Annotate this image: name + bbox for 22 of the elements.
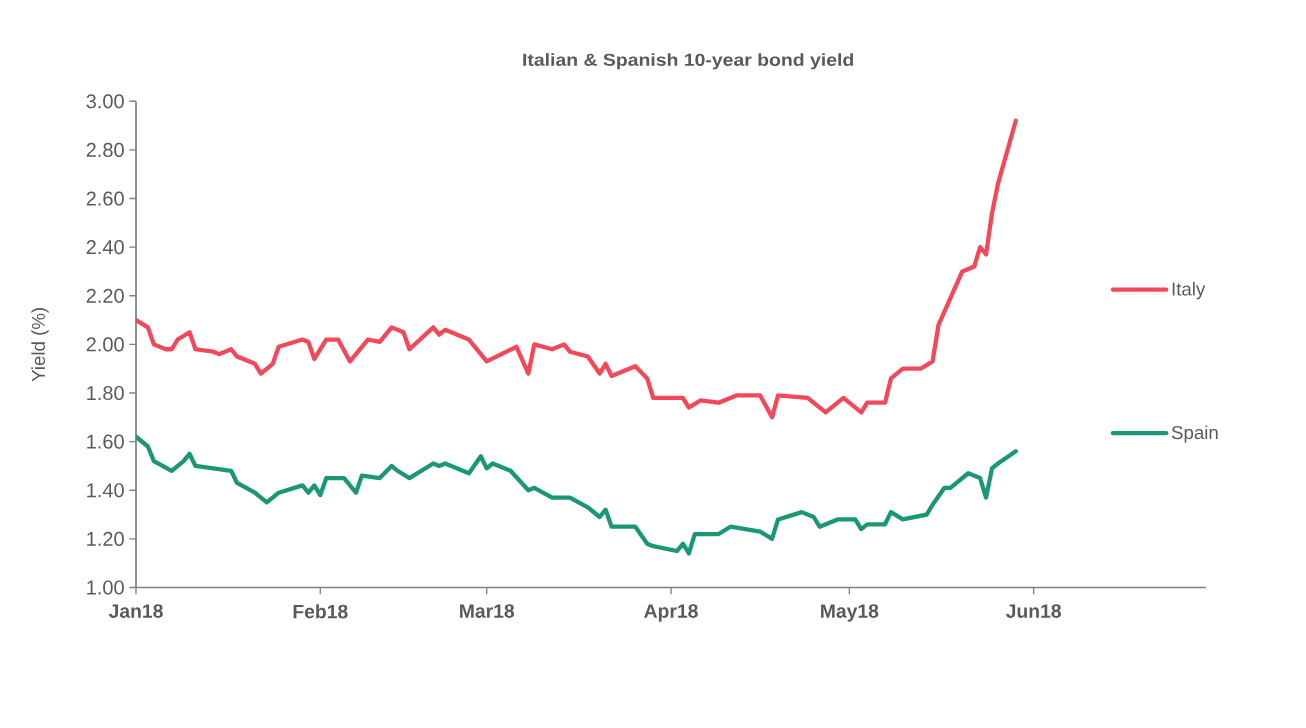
y-tick-label: 1.60 [87,434,124,449]
y-tick-label: 1.20 [87,531,124,546]
x-tick-label: Jan18 [108,604,163,618]
legend-label: Spain [1171,425,1218,443]
y-tick-label: 2.00 [86,337,124,352]
y-tick-label: 1.40 [87,483,124,498]
chart-title: Italian & Spanish 10-year bond yield [523,53,853,70]
y-tick-label: 2.60 [86,191,124,206]
x-tick-label: Jun18 [1005,604,1061,618]
y-tick-label: 1.80 [87,385,124,401]
x-tick-label: Feb18 [293,604,348,619]
y-axis-title: Yield (%) [31,308,49,382]
legend-label: Italy [1172,281,1206,300]
x-tick-label: May18 [821,604,879,622]
y-tick-label: 2.80 [86,142,124,157]
y-tick-label: 2.40 [86,240,124,255]
x-tick-label: Apr18 [644,604,698,622]
y-tick-label: 3.00 [86,94,124,109]
line-series [136,434,1018,556]
y-tick-label: 1.00 [87,580,124,595]
y-tick-label: 2.20 [86,288,124,303]
x-tick-label: Mar18 [460,604,515,618]
